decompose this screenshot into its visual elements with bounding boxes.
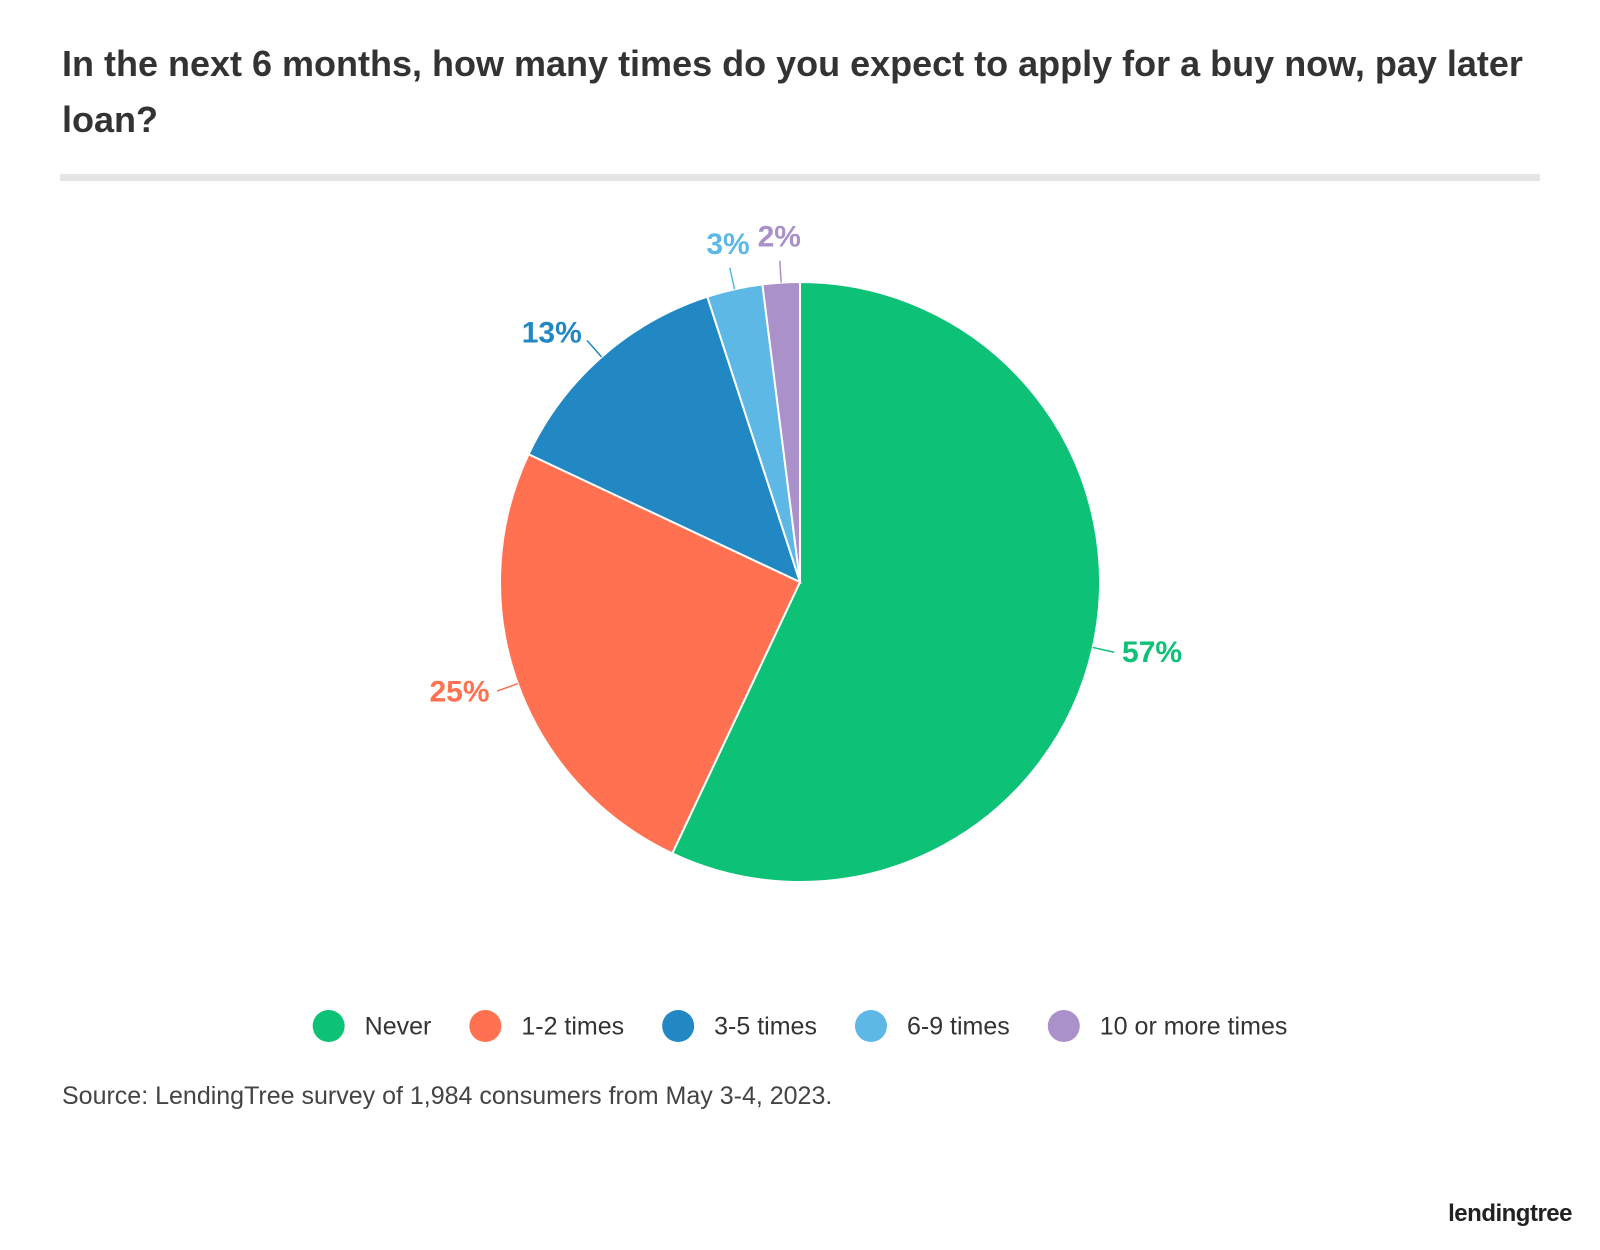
legend-marker <box>662 1010 695 1042</box>
leader-line <box>496 682 518 692</box>
source-note: Source: LendingTree survey of 1,984 cons… <box>62 1082 833 1110</box>
legend-label: Never <box>365 1013 432 1041</box>
logo: lendingtree <box>1448 1200 1572 1227</box>
leader-line <box>729 267 736 290</box>
legend-marker <box>1047 1010 1080 1042</box>
legend-label: 6-9 times <box>907 1013 1010 1041</box>
legend-label: 3-5 times <box>714 1013 817 1041</box>
data-label: 13% <box>522 316 582 349</box>
data-label: 25% <box>429 676 489 709</box>
leader-line <box>586 339 603 358</box>
legend-label: 1-2 times <box>521 1013 624 1041</box>
chart-title: In the next 6 months, how many times do … <box>62 43 1523 140</box>
data-label: 57% <box>1122 636 1182 669</box>
data-label: 3% <box>706 228 749 261</box>
data-label: 2% <box>758 221 801 254</box>
pie-slice <box>527 295 802 584</box>
pie-slice <box>670 280 1101 883</box>
legend-marker <box>854 1010 887 1042</box>
legend-marker <box>312 1010 345 1042</box>
pie-slice <box>761 280 801 583</box>
legend-label: 10 or more times <box>1100 1013 1288 1041</box>
pie-slice <box>499 452 802 855</box>
title-rule <box>60 174 1540 181</box>
legend-marker <box>469 1010 502 1042</box>
leader-line <box>1092 646 1115 653</box>
leader-line <box>779 260 782 283</box>
